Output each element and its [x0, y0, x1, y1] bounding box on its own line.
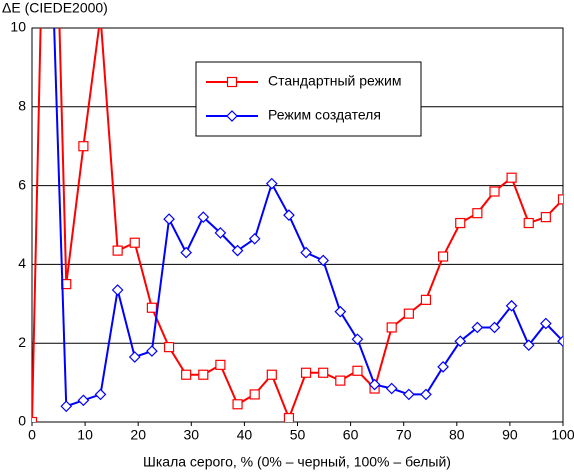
marker — [489, 186, 500, 197]
x-tick-label: 60 — [343, 427, 359, 443]
x-tick-label: 30 — [184, 427, 200, 443]
marker — [385, 382, 398, 395]
marker — [420, 388, 432, 401]
marker — [146, 302, 157, 313]
marker — [215, 359, 226, 370]
x-tick-label: 0 — [28, 427, 36, 443]
marker — [198, 369, 209, 380]
marker — [94, 388, 107, 401]
marker — [557, 194, 563, 205]
marker — [540, 317, 552, 330]
marker — [505, 299, 518, 312]
y-tick-label: 4 — [18, 255, 26, 271]
legend: Стандартный режим Режим создателя — [195, 61, 422, 137]
marker — [32, 416, 38, 422]
marker — [231, 244, 244, 257]
marker — [472, 208, 483, 219]
marker — [214, 227, 227, 239]
marker — [438, 251, 449, 262]
marker — [455, 217, 466, 229]
y-tick-label: 0 — [18, 413, 26, 429]
marker — [300, 246, 312, 259]
marker — [523, 217, 534, 229]
marker — [403, 388, 415, 401]
marker — [283, 209, 295, 221]
marker — [146, 345, 158, 357]
marker — [317, 254, 330, 267]
marker — [248, 232, 261, 245]
marker — [352, 365, 363, 376]
x-tick-label: 10 — [77, 427, 93, 443]
marker — [557, 335, 563, 348]
marker — [226, 110, 238, 122]
marker — [351, 333, 364, 346]
marker — [111, 284, 124, 296]
legend-label: Стандартный режим — [268, 73, 401, 89]
marker — [60, 400, 73, 413]
marker — [522, 339, 535, 352]
x-tick-label: 100 — [551, 427, 574, 443]
marker — [77, 394, 90, 407]
marker — [180, 246, 192, 259]
chart-title: ΔE (CIEDE2000) — [2, 0, 108, 16]
marker — [335, 375, 346, 386]
marker — [249, 389, 260, 400]
marker — [181, 369, 192, 380]
y-tick-label: 10 — [10, 19, 26, 35]
marker — [540, 212, 551, 223]
marker — [437, 360, 449, 373]
x-tick-label: 80 — [449, 427, 465, 443]
marker — [386, 322, 397, 333]
marker — [129, 237, 140, 248]
marker — [163, 342, 175, 353]
marker — [128, 351, 141, 363]
marker — [488, 321, 501, 334]
marker — [471, 321, 484, 334]
marker — [232, 399, 243, 410]
marker — [197, 211, 210, 223]
marker — [403, 308, 414, 319]
marker — [368, 378, 381, 391]
marker — [78, 141, 89, 152]
marker — [283, 412, 295, 422]
marker — [112, 245, 123, 256]
y-tick-label: 2 — [18, 334, 26, 350]
marker — [454, 335, 467, 348]
marker — [265, 177, 278, 190]
marker — [420, 294, 432, 305]
marker — [226, 76, 238, 88]
marker — [334, 305, 347, 318]
x-tick-label: 70 — [396, 427, 412, 443]
x-tick-label: 90 — [502, 427, 518, 443]
marker — [163, 213, 175, 225]
x-axis-label: Шкала серого, % (0% – черный, 100% – бел… — [143, 454, 451, 470]
y-tick-label: 8 — [18, 98, 26, 114]
x-tick-label: 20 — [130, 427, 146, 443]
marker — [300, 367, 312, 378]
legend-box — [195, 61, 422, 137]
x-tick-label: 40 — [237, 427, 253, 443]
y-tick-label: 6 — [18, 176, 26, 192]
x-tick-label: 50 — [290, 427, 306, 443]
marker — [506, 172, 517, 183]
marker — [266, 369, 277, 380]
plot-area — [32, 28, 563, 422]
marker — [318, 367, 329, 378]
legend-label: Режим создателя — [268, 107, 381, 123]
